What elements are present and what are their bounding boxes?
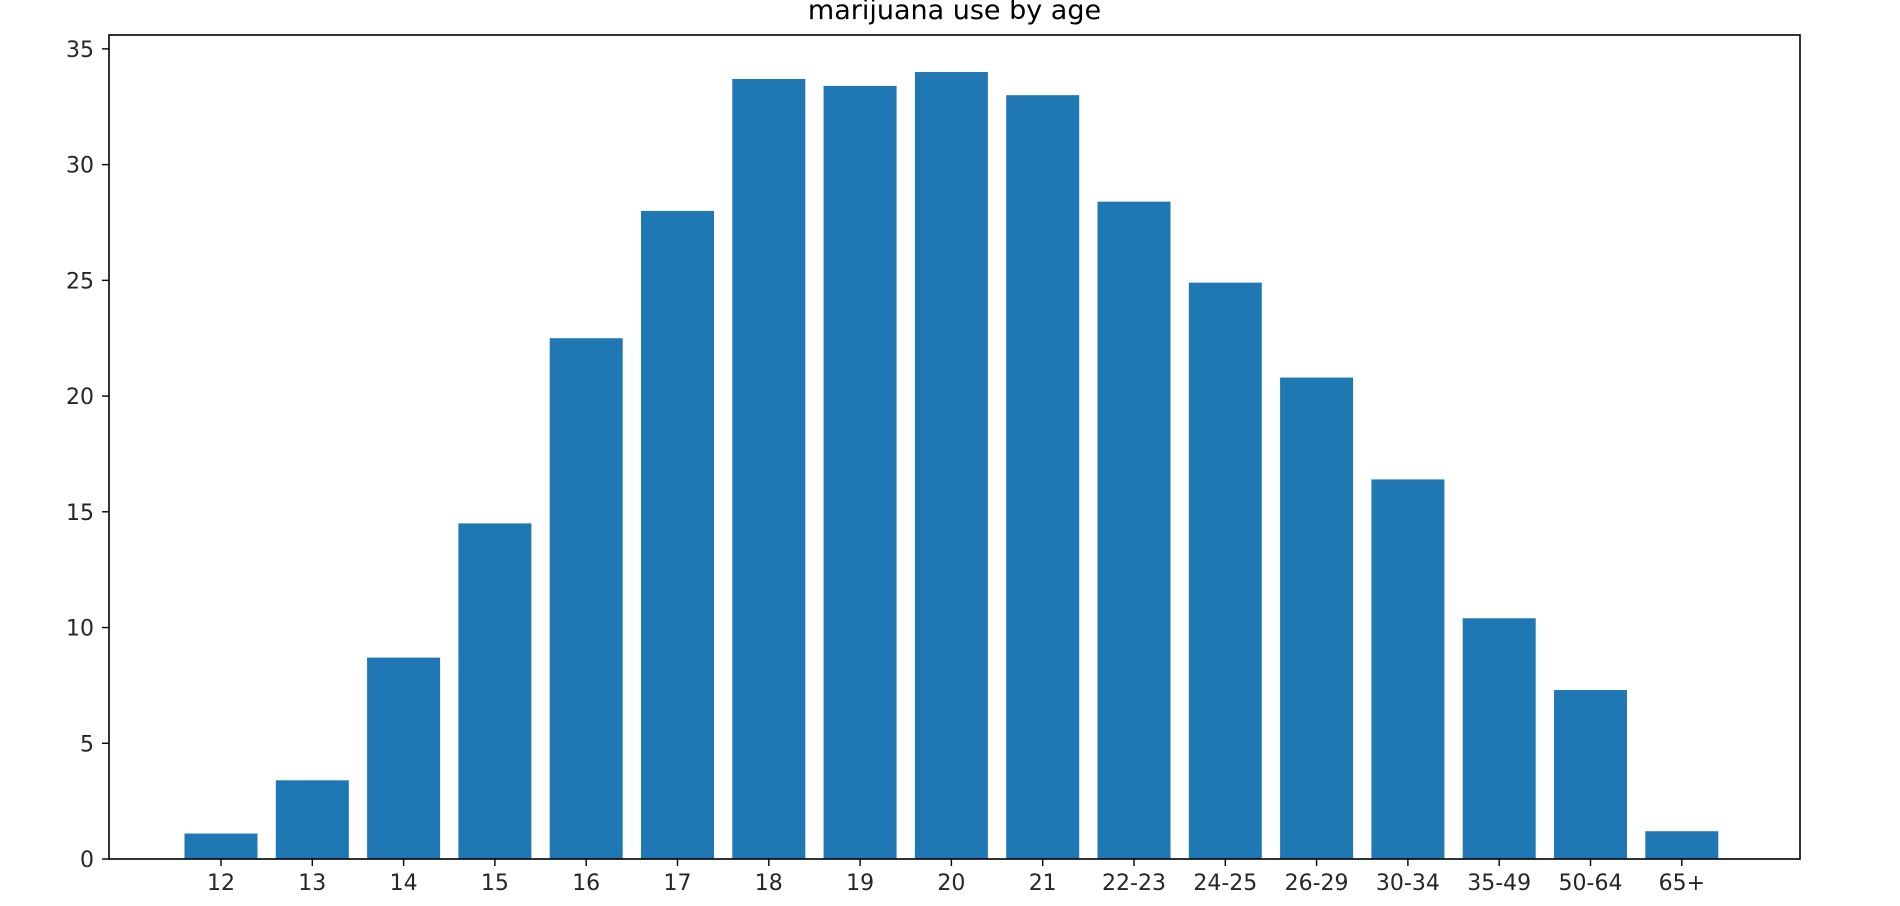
bar bbox=[367, 657, 441, 859]
x-tick-label: 35-49 bbox=[1467, 871, 1531, 896]
y-tick-label: 10 bbox=[66, 617, 94, 642]
y-tick-label: 5 bbox=[80, 732, 94, 757]
x-tick-label: 30-34 bbox=[1376, 871, 1440, 896]
bar bbox=[823, 85, 897, 860]
bar bbox=[1280, 377, 1354, 859]
x-tick-label: 16 bbox=[572, 871, 600, 896]
y-tick-label: 30 bbox=[66, 154, 94, 179]
x-tick-label: 13 bbox=[298, 871, 326, 896]
bar bbox=[641, 210, 714, 860]
y-tick-label: 25 bbox=[66, 269, 94, 294]
plot-frame bbox=[108, 34, 1801, 860]
bar bbox=[458, 523, 532, 859]
bar bbox=[1645, 831, 1719, 859]
y-tick-label: 15 bbox=[66, 501, 94, 526]
bar bbox=[732, 78, 806, 859]
bar bbox=[1371, 479, 1445, 859]
x-tick-label: 21 bbox=[1029, 871, 1057, 896]
y-tick-label: 20 bbox=[66, 385, 94, 410]
x-tick-label: 12 bbox=[207, 871, 235, 896]
x-tick-label: 50-64 bbox=[1559, 871, 1623, 896]
bar bbox=[1097, 201, 1171, 860]
bar bbox=[1462, 618, 1536, 859]
bar bbox=[1188, 282, 1262, 859]
chart-title: marijuana use by age bbox=[808, 0, 1101, 26]
x-axis: 12 13 14 15 16 17 18 19 20 21 22-23 24-25 26-29 30-34… bbox=[207, 859, 1705, 896]
bars-group bbox=[184, 72, 1719, 860]
y-tick-label: 0 bbox=[80, 848, 94, 873]
x-tick-label: 15 bbox=[481, 871, 509, 896]
x-tick-label: 18 bbox=[755, 871, 783, 896]
bar bbox=[275, 780, 349, 859]
bar bbox=[184, 833, 258, 859]
bar bbox=[1006, 95, 1080, 860]
x-tick-label: 20 bbox=[937, 871, 965, 896]
bar bbox=[549, 338, 623, 859]
x-tick-label: 19 bbox=[846, 871, 874, 896]
x-tick-label: 65+ bbox=[1659, 871, 1705, 896]
bar bbox=[1554, 690, 1627, 859]
x-tick-label: 17 bbox=[664, 871, 692, 896]
y-tick-label: 35 bbox=[66, 38, 94, 63]
x-tick-label: 14 bbox=[390, 871, 418, 896]
bar bbox=[914, 72, 988, 860]
y-axis: 0 5 10 15 20 25 30 35 bbox=[66, 38, 109, 873]
x-tick-label: 24-25 bbox=[1193, 871, 1257, 896]
x-tick-label: 22-23 bbox=[1102, 871, 1166, 896]
x-tick-label: 26-29 bbox=[1285, 871, 1349, 896]
